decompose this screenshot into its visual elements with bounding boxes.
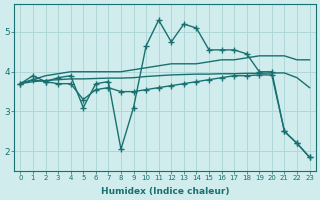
X-axis label: Humidex (Indice chaleur): Humidex (Indice chaleur) <box>101 187 229 196</box>
